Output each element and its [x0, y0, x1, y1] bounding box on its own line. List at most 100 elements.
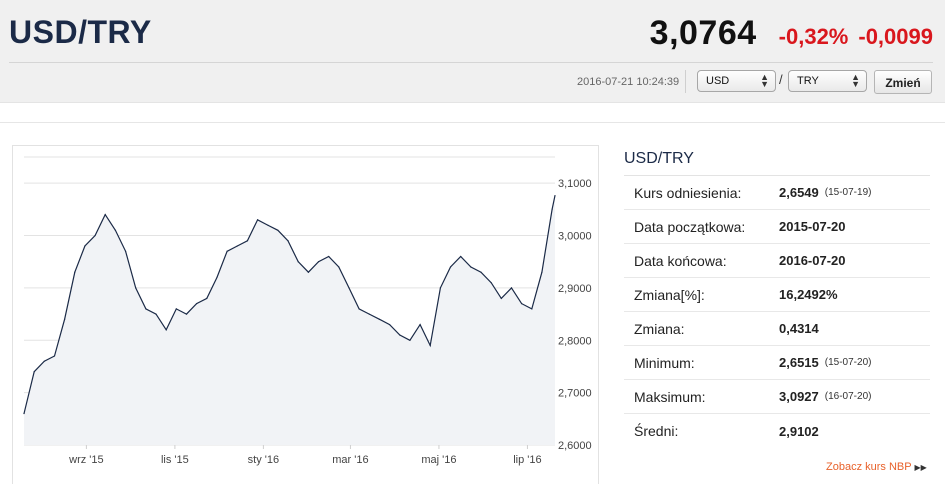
- data-point: [246, 240, 249, 242]
- stats-value: 2016-07-20: [779, 253, 846, 268]
- stats-row: Minimum: 2,6515 (15-07-20): [624, 346, 930, 380]
- data-point: [196, 303, 198, 305]
- stats-value: 2,6515: [779, 355, 819, 370]
- data-point: [409, 339, 411, 341]
- change-absolute: -0,0099: [858, 24, 933, 49]
- stats-label: Minimum:: [634, 354, 695, 371]
- quote-timestamp: 2016-07-21 10:24:39: [577, 76, 680, 88]
- data-point: [399, 334, 401, 336]
- x-tick-label: lis '15: [161, 454, 189, 466]
- from-currency-select[interactable]: USD ▲ ▼: [697, 70, 776, 92]
- stats-row: Data początkowa: 2015-07-20: [624, 210, 930, 244]
- stats-row: Kurs odniesienia: 2,6549 (15-07-19): [624, 176, 930, 210]
- to-currency-select[interactable]: TRY ▲ ▼: [788, 70, 867, 92]
- data-point: [460, 255, 462, 258]
- series-line: [23, 195, 556, 414]
- data-point: [480, 271, 482, 273]
- stats-value: 2015-07-20: [779, 219, 846, 234]
- select-arrows-icon: ▲ ▼: [851, 72, 860, 89]
- data-point: [114, 229, 117, 231]
- data-point: [531, 308, 533, 310]
- change-percent: -0,32%: [778, 24, 849, 49]
- data-point: [358, 308, 360, 310]
- data-point: [277, 229, 279, 231]
- x-tick-label: wrz '15: [68, 454, 104, 466]
- stats-label: Maksimum:: [634, 388, 706, 405]
- change-button[interactable]: Zmień: [874, 70, 932, 94]
- stats-panel: USD/TRY Kurs odniesienia: 2,6549 (15-07-19…: [624, 148, 930, 448]
- x-tick-label: maj '16: [421, 454, 456, 466]
- y-tick-label: 2,6000: [558, 440, 592, 452]
- stats-row: Zmiana[%]: 16,2492%: [624, 278, 930, 312]
- data-point: [84, 245, 86, 247]
- currency-separator: /: [779, 72, 783, 87]
- data-point: [307, 271, 309, 273]
- data-point: [226, 250, 228, 252]
- y-tick-label: 2,9000: [558, 283, 592, 295]
- y-tick-label: 3,1000: [558, 178, 592, 190]
- quote-block: 3,0764 -0,32% -0,0099: [650, 14, 933, 53]
- y-tick-label: 3,0000: [558, 231, 592, 243]
- data-point: [175, 308, 177, 310]
- stats-title: USD/TRY: [624, 148, 930, 176]
- data-point: [500, 297, 502, 299]
- y-tick-label: 2,7000: [558, 388, 592, 400]
- stats-label: Data początkowa:: [634, 218, 746, 235]
- data-point: [23, 412, 25, 415]
- data-point: [53, 355, 56, 357]
- header-divider: [9, 62, 933, 63]
- data-point: [510, 287, 513, 289]
- data-point: [521, 303, 523, 305]
- data-point: [551, 208, 553, 210]
- data-point: [185, 313, 188, 315]
- stats-date: (16-07-20): [824, 391, 872, 402]
- stats-row: Średni: 2,9102: [624, 414, 930, 448]
- stats-label: Średni:: [634, 423, 679, 439]
- data-point: [439, 287, 441, 289]
- y-tick-label: 2,8000: [558, 335, 592, 347]
- from-currency-value: USD: [706, 75, 730, 87]
- data-point: [541, 271, 543, 273]
- stats-label: Kurs odniesienia:: [634, 184, 742, 201]
- data-point: [104, 214, 106, 216]
- stats-table: Kurs odniesienia: 2,6549 (15-07-19) Data po…: [624, 176, 930, 448]
- stats-label: Zmiana:: [634, 320, 685, 337]
- data-point: [389, 323, 391, 326]
- x-tick-label: mar '16: [332, 454, 368, 466]
- current-rate: 3,0764: [649, 14, 757, 52]
- data-point: [297, 261, 299, 263]
- series-area: [24, 195, 555, 445]
- stats-date: (15-07-19): [824, 187, 872, 198]
- data-point: [145, 308, 147, 310]
- nbp-link-label: Zobacz kurs NBP: [826, 461, 912, 473]
- data-point: [348, 287, 350, 289]
- stats-date: (15-07-20): [824, 357, 872, 368]
- data-point: [267, 224, 269, 226]
- data-point: [64, 318, 66, 320]
- data-point: [165, 329, 167, 331]
- data-point: [368, 313, 370, 315]
- data-point: [33, 371, 35, 373]
- chart-frame: [12, 145, 599, 484]
- toolbar-separator: [685, 70, 686, 93]
- data-point: [135, 287, 137, 289]
- stats-row: Data końcowa: 2016-07-20: [624, 244, 930, 278]
- x-tick-label: sty '16: [248, 454, 279, 466]
- data-point: [124, 250, 127, 252]
- data-point: [328, 255, 330, 258]
- stats-value: 0,4314: [779, 321, 819, 336]
- header-bar: USD / TRY 3,0764 -0,32% -0,0099 2016-07-21…: [0, 0, 945, 103]
- stats-value: 2,6549: [779, 185, 819, 200]
- data-point: [429, 344, 431, 347]
- data-point: [378, 318, 381, 320]
- to-currency-value: TRY: [797, 75, 819, 87]
- data-point: [287, 240, 289, 242]
- nbp-link[interactable]: Zobacz kurs NBP ▶▶: [826, 461, 927, 473]
- stats-value: 3,0927: [779, 389, 819, 404]
- stats-label: Zmiana[%]:: [634, 286, 705, 303]
- x-tick-label: lip '16: [513, 454, 541, 466]
- data-point: [554, 194, 556, 197]
- data-point: [317, 261, 320, 263]
- data-point: [338, 266, 340, 268]
- data-point: [155, 313, 157, 315]
